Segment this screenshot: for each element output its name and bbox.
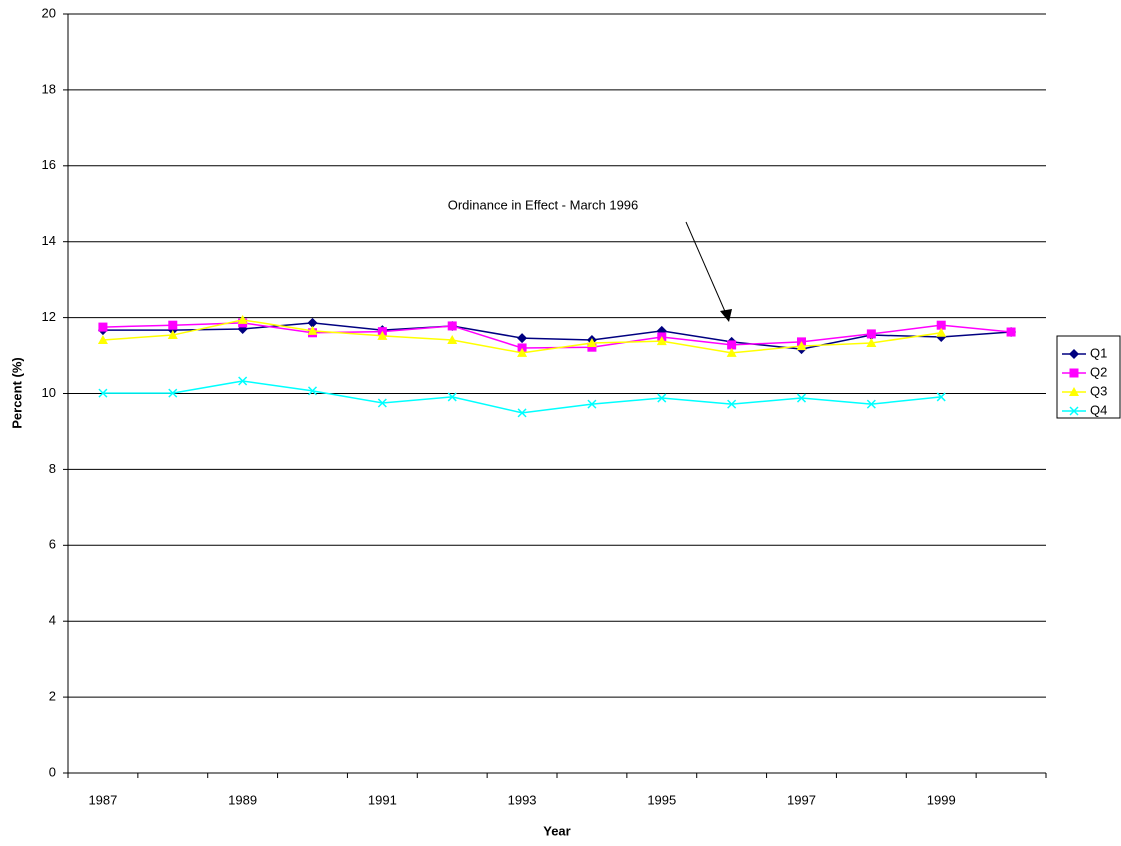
legend-label: Q4 [1090, 402, 1107, 417]
marker [237, 314, 248, 324]
y-tick-label: 6 [49, 537, 56, 552]
marker [377, 330, 388, 340]
series-line [102, 380, 942, 414]
marker [796, 341, 807, 351]
marker [1006, 327, 1016, 337]
y-tick-label: 12 [42, 309, 56, 324]
marker [167, 330, 178, 340]
legend-label: Q2 [1090, 364, 1107, 379]
y-tick-label: 4 [49, 613, 56, 628]
marker [1069, 406, 1079, 416]
marker [97, 334, 108, 344]
x-tick-label: 1995 [647, 792, 676, 807]
y-tick-label: 10 [42, 385, 56, 400]
y-tick-label: 20 [42, 5, 56, 20]
marker [447, 321, 457, 331]
annotation-arrowhead [720, 309, 732, 322]
marker [657, 393, 667, 403]
legend-label: Q3 [1090, 383, 1107, 398]
marker [1069, 387, 1079, 396]
marker [587, 342, 597, 352]
marker [517, 333, 528, 344]
x-tick-label: 1997 [787, 792, 816, 807]
marker [1069, 349, 1079, 359]
legend-label: Q1 [1090, 345, 1107, 360]
y-tick-label: 16 [42, 157, 56, 172]
marker [866, 329, 876, 339]
marker [98, 322, 108, 332]
marker [168, 388, 178, 398]
marker [936, 392, 946, 402]
x-tick-label: 1993 [508, 792, 537, 807]
y-axis-label: Percent (%) [9, 357, 24, 429]
marker [98, 388, 108, 398]
annotation: Ordinance in Effect - March 1996 [448, 197, 639, 212]
marker [866, 399, 876, 409]
x-tick-label: 1987 [88, 792, 117, 807]
annotation-arrow [685, 221, 728, 317]
y-tick-label: 8 [49, 461, 56, 476]
marker [796, 393, 807, 403]
x-tick-label: 1989 [228, 792, 257, 807]
y-tick-label: 14 [42, 233, 56, 248]
marker [936, 320, 946, 330]
marker [936, 327, 947, 337]
x-tick-label: 1991 [368, 792, 397, 807]
marker [727, 399, 737, 409]
series [98, 376, 946, 418]
marker [866, 338, 877, 348]
marker [307, 386, 318, 396]
legend-box [1056, 335, 1121, 419]
x-tick-label: 1999 [927, 792, 956, 807]
marker [307, 325, 318, 335]
marker [517, 347, 528, 357]
marker [238, 376, 248, 386]
y-tick-label: 0 [49, 764, 56, 779]
marker [656, 336, 667, 346]
marker [587, 399, 597, 409]
series-line [102, 322, 1012, 350]
x-axis-label: Year [543, 823, 570, 838]
marker [726, 347, 737, 357]
marker [517, 408, 527, 418]
marker [377, 398, 387, 408]
marker [447, 392, 457, 402]
marker [447, 334, 458, 344]
marker [1069, 368, 1079, 378]
y-tick-label: 2 [49, 689, 56, 704]
marker [586, 338, 597, 348]
marker [168, 320, 178, 330]
series [97, 314, 947, 357]
y-tick-label: 18 [42, 81, 56, 96]
marker [727, 340, 737, 350]
marker [307, 317, 318, 328]
